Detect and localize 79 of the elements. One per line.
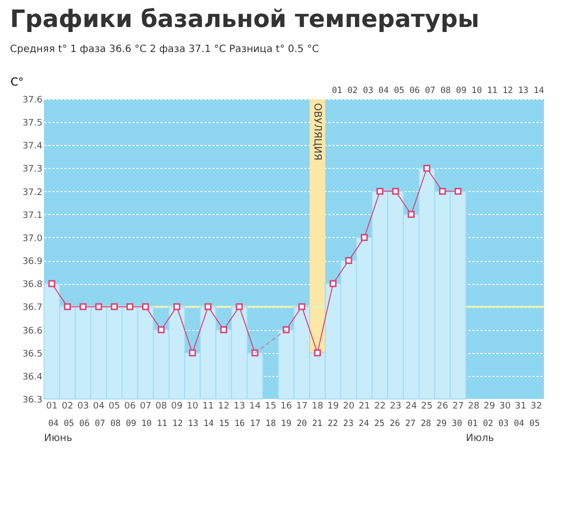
y-tick-label: 37.1 [22,210,42,221]
y-tick-label: 37.6 [22,96,43,106]
point [48,280,56,288]
point [204,303,212,310]
point [392,188,400,195]
point [345,257,352,264]
x-tick-label: 01 [46,402,58,412]
y-tick-label: 37.0 [22,234,43,244]
point [298,303,306,310]
x-tick-label: 31 [514,402,526,412]
text: 04 05 06 07 08 09 10 11 12 13 14 15 16 17 18 19 20 21 22 23 24 25 26 27 28 29 30 01 02 03 04 05 [48,419,540,429]
text: Июль [466,433,494,444]
point [80,303,87,310]
x-tick-label: 15 [264,402,276,412]
x-tick-label: 08 [155,402,168,412]
point [158,326,165,334]
point [236,303,243,310]
x-tick-label: 09 [171,402,183,412]
y-tick-label: 36.8 [22,280,43,290]
x-tick-label: 12 [218,402,230,412]
y-axis-title: C° [10,76,24,88]
x-tick-label: 27 [452,402,464,412]
x-tick-label: 13 [234,402,246,412]
point [220,326,228,334]
band-label: ОВУЛЯЦИЯ [311,103,322,160]
y-tick-label: 37.3 [22,164,42,175]
y-tick-label: 37.4 [22,142,43,152]
x-tick-label: 14 [249,402,261,412]
point [454,188,462,195]
x-tick-label: 19 [327,402,340,412]
x-tick-label: 28 [468,402,480,412]
y-tick-label: 36.6 [22,326,43,336]
chart-title: Графики базальной температуры [10,5,480,33]
y-tick-label: 36.3 [22,396,42,406]
point [423,164,430,172]
point [173,303,180,310]
y-tick-label: 36.4 [22,372,43,382]
x-tick-label: 18 [312,402,324,412]
y-tick-label: 36.7 [22,303,42,314]
x-tick-label: 24 [405,402,418,412]
y-tick-label: 36.5 [22,349,42,360]
x-tick-label: 06 [124,402,136,412]
text: Средняя t° 1 фаза 36.6 °C 2 фаза 37.1 °C Разница t° 0.5 °C [10,44,319,55]
x-tick-label: 25 [421,402,433,412]
x-tick-label: 22 [374,402,386,412]
x-tick-label: 16 [280,402,292,412]
x-tick-label: 05 [108,402,120,412]
point [188,349,196,356]
x-tick-label: 29 [484,402,496,412]
x-tick-label: 30 [499,402,511,412]
x-tick-label: 04 [92,402,105,412]
y-tick-label: 37.2 [22,188,42,198]
point [64,303,71,310]
point [251,349,258,356]
y-tick-label: 37.5 [22,118,42,129]
point [408,210,415,218]
x-tick-label: 26 [436,402,448,412]
x-tick-label: 32 [530,402,542,412]
x-tick-label: 07 [140,402,152,412]
point [438,188,446,195]
point [95,303,102,310]
text: Июнь [44,433,72,444]
x-tick-label: 11 [202,402,214,412]
x-tick-label: 20 [342,402,355,412]
y-tick-label: 36.9 [22,257,43,268]
point [110,303,118,310]
point [142,303,150,310]
point [360,234,368,241]
point [314,349,321,356]
point [126,303,134,310]
x-tick-label: 17 [296,402,308,412]
x-tick-label: 21 [358,402,370,412]
x-tick-label: 02 [62,402,74,412]
text: 01 02 03 04 05 06 07 08 09 10 11 12 13 14 [332,86,544,96]
x-tick-label: 10 [186,402,198,412]
x-tick-label: 23 [390,402,402,412]
x-tick-label: 03 [77,402,89,412]
point [330,280,337,288]
point [376,188,384,195]
